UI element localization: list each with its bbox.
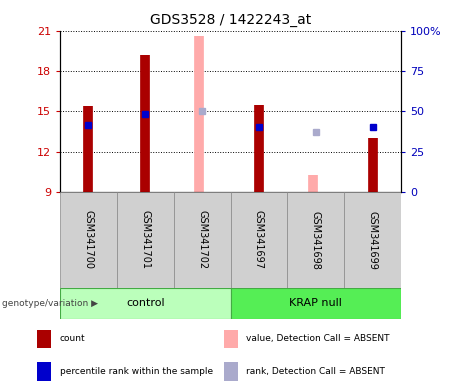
Bar	[37, 330, 51, 348]
Bar	[60, 192, 117, 288]
Text: GSM341702: GSM341702	[197, 210, 207, 270]
Text: count: count	[60, 334, 85, 343]
Text: GSM341697: GSM341697	[254, 210, 264, 270]
Bar	[37, 362, 51, 381]
Bar	[230, 288, 401, 319]
Bar	[224, 330, 238, 348]
Text: GSM341701: GSM341701	[140, 210, 150, 270]
Text: value, Detection Call = ABSENT: value, Detection Call = ABSENT	[246, 334, 390, 343]
Bar	[287, 192, 344, 288]
Text: percentile rank within the sample: percentile rank within the sample	[60, 367, 213, 376]
Text: rank, Detection Call = ABSENT: rank, Detection Call = ABSENT	[246, 367, 385, 376]
Text: GSM341699: GSM341699	[367, 210, 378, 270]
Bar	[117, 192, 174, 288]
Text: KRAP null: KRAP null	[290, 298, 342, 308]
Bar	[174, 192, 230, 288]
Title: GDS3528 / 1422243_at: GDS3528 / 1422243_at	[150, 13, 311, 27]
Bar	[60, 288, 230, 319]
Bar	[224, 362, 238, 381]
Text: control: control	[126, 298, 165, 308]
Text: genotype/variation ▶: genotype/variation ▶	[2, 299, 98, 308]
Text: GSM341700: GSM341700	[83, 210, 94, 270]
Bar	[344, 192, 401, 288]
Text: GSM341698: GSM341698	[311, 210, 321, 270]
Bar	[230, 192, 287, 288]
